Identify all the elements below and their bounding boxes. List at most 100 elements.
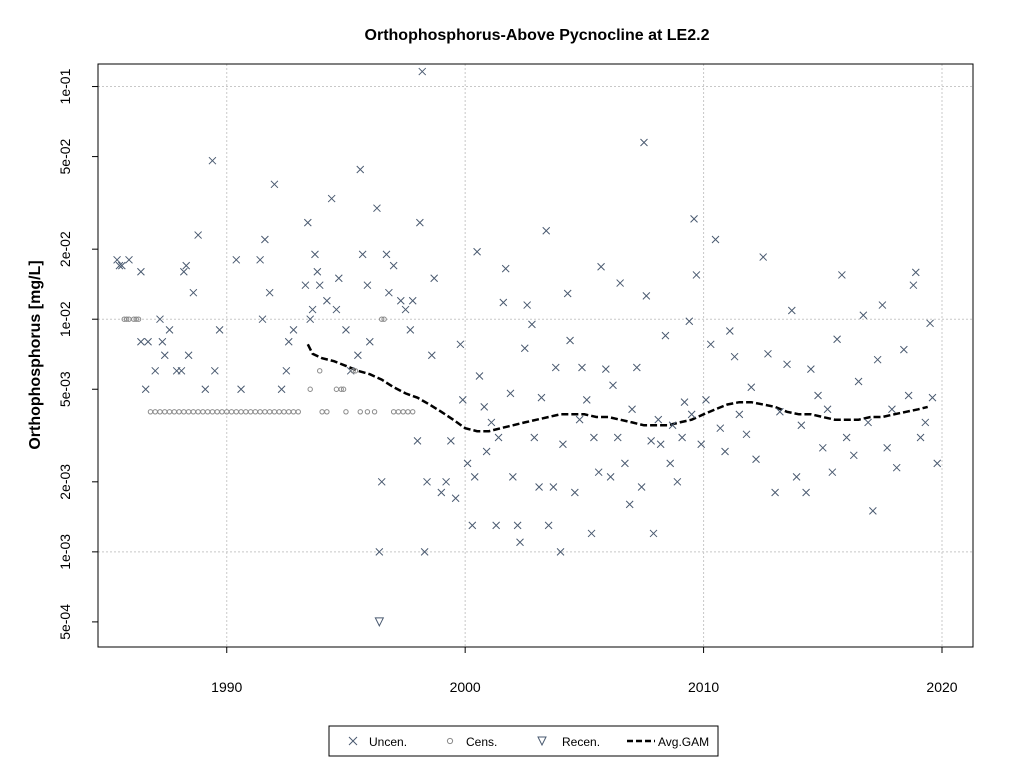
uncen-point	[771, 488, 779, 497]
uncen-point	[232, 255, 241, 264]
uncen-point	[833, 335, 841, 344]
uncen-point	[201, 385, 210, 394]
uncen-point	[301, 281, 310, 290]
uncen-point	[823, 405, 832, 414]
uncen-point	[418, 67, 427, 76]
x-tick-label: 2020	[926, 679, 957, 695]
cens-point	[295, 409, 301, 415]
uncen-point	[523, 301, 532, 309]
cens-point	[410, 409, 416, 415]
uncen-point	[284, 337, 293, 346]
uncen-point	[566, 336, 574, 345]
cens-point	[338, 386, 344, 392]
uncen-point	[680, 398, 689, 407]
y-tick-label: 1e-01	[57, 68, 73, 104]
cens-point	[379, 316, 385, 322]
cens-point	[262, 409, 268, 415]
uncen-point	[616, 279, 624, 287]
uncen-point	[606, 473, 615, 481]
uncen-point	[549, 483, 558, 491]
cens-point	[247, 409, 254, 415]
uncen-point	[327, 194, 336, 203]
uncen-point	[878, 301, 887, 309]
uncen-point	[313, 267, 322, 276]
uncen-point	[582, 396, 591, 404]
uncen-point	[859, 311, 868, 320]
uncen-point	[237, 385, 245, 394]
uncen-point	[520, 344, 529, 353]
cens-point	[147, 409, 154, 415]
uncen-point	[332, 305, 341, 314]
cens-point	[319, 409, 325, 415]
cens-point	[290, 409, 297, 415]
cens-point	[152, 409, 158, 415]
uncen-point	[194, 231, 202, 239]
cens-point	[390, 409, 397, 415]
uncen-point	[468, 521, 477, 530]
uncen-point	[776, 407, 784, 416]
y-tick-label: 5e-03	[57, 371, 73, 407]
uncen-point	[909, 281, 918, 290]
uncen-point	[289, 325, 298, 334]
cens-point	[381, 316, 387, 322]
uncen-point	[668, 421, 677, 430]
uncen-point	[182, 261, 191, 270]
uncen-point	[356, 165, 365, 174]
uncen-point	[725, 327, 734, 335]
legend: Uncen. Cens. Recen. Avg.GAM	[328, 725, 719, 757]
uncen-point	[697, 440, 706, 449]
uncen-point	[911, 268, 920, 277]
grid	[98, 64, 973, 647]
uncen-point	[373, 204, 381, 213]
uncen-point	[716, 424, 725, 433]
uncen-point	[892, 463, 901, 472]
uncen-point	[828, 468, 837, 477]
x-tick-label: 2000	[450, 679, 481, 695]
uncen-point	[277, 385, 286, 394]
uncen-point	[475, 372, 484, 380]
plot-frame	[97, 63, 974, 648]
uncen-point	[621, 459, 629, 468]
uncen-point	[141, 385, 150, 394]
uncen-point	[270, 180, 279, 189]
cens-point	[257, 409, 263, 415]
uncen-point	[427, 351, 436, 360]
uncen-point	[494, 433, 503, 442]
uncen-point	[735, 410, 744, 419]
cens-point	[352, 368, 359, 374]
uncen-point	[678, 433, 686, 442]
uncen-point	[742, 430, 751, 439]
y-axis-title: Orthophosphorus [mg/L]	[27, 260, 44, 449]
uncen-point	[590, 433, 598, 442]
uncen-point	[666, 459, 675, 468]
uncen-point	[401, 305, 410, 314]
uncen-point	[177, 366, 186, 375]
uncen-point	[315, 281, 324, 290]
uncen-point	[759, 253, 768, 261]
uncen-point	[334, 274, 343, 283]
uncen-point	[256, 255, 264, 264]
uncen-point	[609, 381, 617, 390]
uncen-point	[702, 396, 710, 404]
legend-box	[328, 725, 719, 757]
uncen-point	[642, 291, 651, 300]
uncen-point	[499, 298, 508, 307]
uncen-point	[528, 320, 536, 329]
uncen-point	[587, 529, 596, 538]
uncen-point	[706, 340, 715, 349]
cens-point	[340, 386, 347, 392]
uncen-point	[437, 488, 446, 497]
legend-marker-uncen	[348, 736, 358, 746]
uncen-point	[637, 483, 646, 491]
uncen-point	[416, 218, 424, 227]
y-tick-label: 5e-02	[57, 138, 73, 174]
uncen-point	[451, 494, 460, 503]
uncen-point	[873, 355, 882, 364]
uncen-point	[613, 433, 622, 442]
uncen-point	[406, 325, 415, 334]
recen-point	[374, 617, 385, 628]
uncen-point	[818, 443, 827, 452]
uncen-point	[137, 267, 145, 276]
cens-point	[176, 409, 182, 415]
uncen-point	[377, 477, 386, 486]
